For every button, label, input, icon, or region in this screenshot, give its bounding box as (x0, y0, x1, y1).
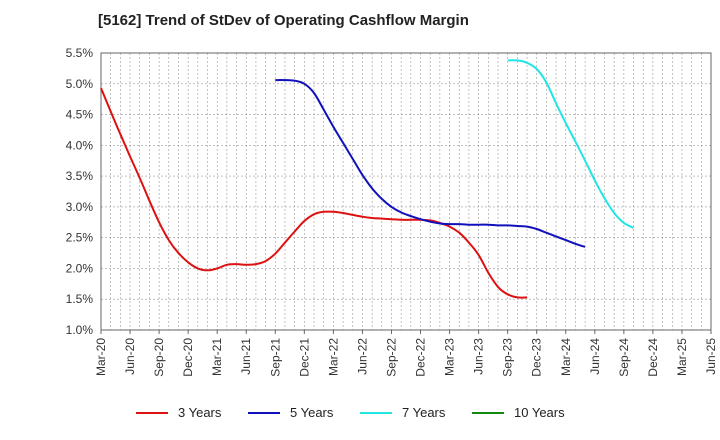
y-tick-label: 2.5% (66, 231, 94, 245)
legend-label: 7 Years (402, 405, 446, 420)
y-tick-label: 5.0% (66, 77, 94, 91)
legend: 3 Years 5 Years 7 Years 10 Years (0, 405, 720, 420)
x-tick-label: Dec-21 (297, 338, 311, 377)
legend-swatch (248, 411, 280, 414)
x-tick-label: Jun-23 (472, 338, 486, 375)
legend-swatch (136, 411, 168, 414)
x-tick-label: Sep-23 (501, 338, 515, 377)
x-tick-label: Dec-23 (530, 338, 544, 377)
x-tick-label: Jun-25 (704, 338, 718, 375)
x-axis-ticks: Mar-20 Jun-20 Sep-20 Dec-20 Mar-21 Jun-21 Sep-… (94, 330, 718, 377)
legend-label: 10 Years (514, 405, 565, 420)
x-tick-label: Sep-21 (268, 338, 282, 377)
series-line-5-years (275, 79, 586, 248)
x-tick-label: Mar-21 (210, 338, 224, 376)
x-tick-label: Mar-22 (326, 338, 340, 376)
y-tick-label: 5.5% (66, 46, 94, 60)
legend-label: 3 Years (178, 405, 222, 420)
legend-item: 7 Years (360, 405, 472, 420)
legend-swatch (472, 411, 504, 414)
y-tick-label: 3.5% (66, 169, 94, 183)
x-tick-label: Dec-20 (181, 338, 195, 377)
y-tick-label: 4.5% (66, 108, 94, 122)
legend-item: 10 Years (472, 405, 584, 420)
x-tick-label: Mar-20 (94, 338, 108, 376)
x-tick-label: Jun-24 (588, 338, 602, 375)
y-tick-label: 4.0% (66, 138, 94, 152)
series-line-7-years (507, 59, 634, 229)
x-tick-label: Jun-21 (239, 338, 253, 375)
y-axis-ticks: 1.0% 1.5% 2.0% 2.5% 3.0% 3.5% 4.0% 4.5% 5.0% 5.5% (66, 46, 94, 337)
legend-swatch (360, 411, 392, 414)
legend-label: 5 Years (290, 405, 334, 420)
series-line-3-years (100, 87, 528, 299)
x-tick-label: Mar-23 (443, 338, 457, 376)
legend-item: 3 Years (136, 405, 248, 420)
x-tick-label: Mar-25 (675, 338, 689, 376)
x-tick-label: Dec-22 (414, 338, 428, 377)
x-tick-label: Dec-24 (646, 338, 660, 377)
y-tick-label: 1.5% (66, 292, 94, 306)
series-lines (100, 59, 634, 299)
grid (101, 53, 711, 330)
y-tick-label: 1.0% (66, 323, 94, 337)
y-tick-label: 3.0% (66, 200, 94, 214)
x-tick-label: Mar-24 (559, 338, 573, 376)
x-tick-label: Jun-22 (355, 338, 369, 375)
legend-item: 5 Years (248, 405, 360, 420)
x-tick-label: Sep-20 (152, 338, 166, 377)
plot-frame (100, 52, 712, 331)
chart-title: [5162] Trend of StDev of Operating Cashf… (98, 12, 469, 29)
x-tick-label: Jun-20 (123, 338, 137, 375)
y-tick-label: 2.0% (66, 261, 94, 275)
x-tick-label: Sep-24 (617, 338, 631, 377)
x-tick-label: Sep-22 (384, 338, 398, 377)
